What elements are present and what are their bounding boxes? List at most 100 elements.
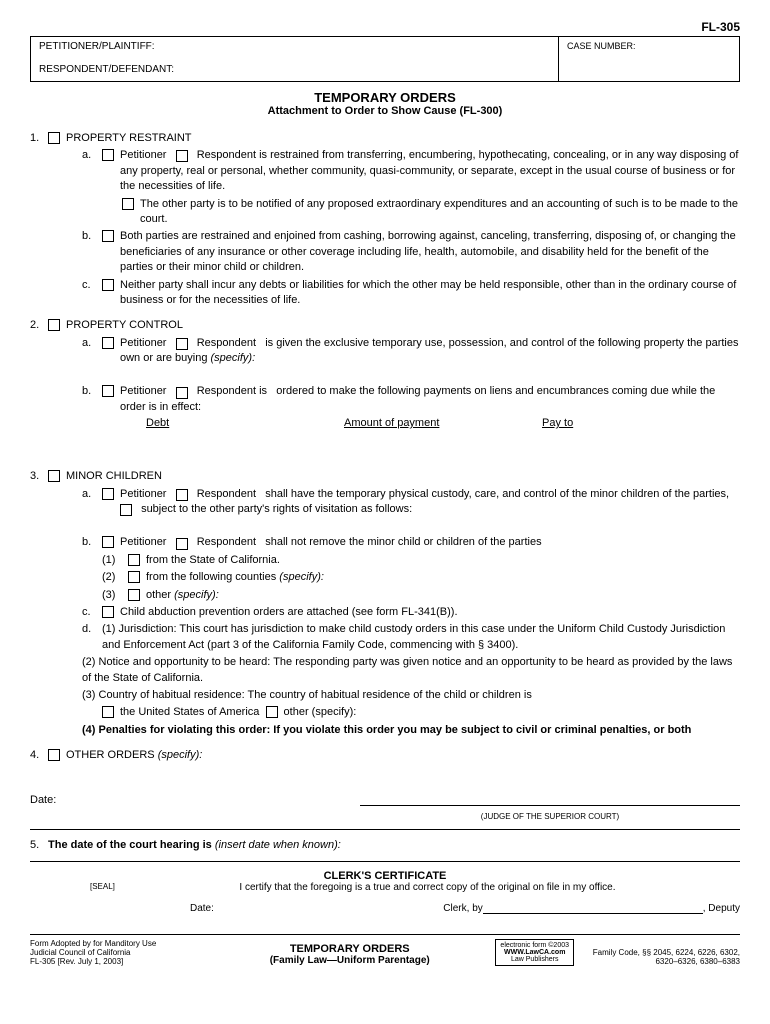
text-3d-j3: (3) Country of habitual residence: The c… (82, 688, 740, 703)
checkbox-3b3[interactable] (128, 589, 140, 601)
clerk-title: CLERK'S CERTIFICATE (30, 870, 740, 882)
page-subtitle: Attachment to Order to Show Cause (FL-30… (30, 105, 740, 117)
checkbox-3b-respondent[interactable] (176, 538, 188, 550)
text-3b1: from the State of California. (146, 553, 740, 568)
text-3a-1: shall have the temporary physical custod… (265, 488, 729, 500)
checkbox-3c[interactable] (102, 606, 114, 618)
checkbox-2a-respondent[interactable] (176, 338, 188, 350)
checkbox-property-restraint[interactable] (48, 132, 60, 144)
checkbox-3b2[interactable] (128, 571, 140, 583)
text-3b2-specify: (specify): (279, 571, 324, 583)
checkbox-property-control[interactable] (48, 319, 60, 331)
text-1c: Neither party shall incur any debts or l… (120, 278, 740, 309)
case-number-label: CASE NUMBER: (567, 41, 731, 51)
text-3b: shall not remove the minor child or chil… (265, 536, 541, 548)
text-3b3-specify: (specify): (174, 589, 219, 601)
checkbox-2b-petitioner[interactable] (102, 385, 114, 397)
label-2a-respondent: Respondent (197, 337, 256, 349)
clerk-certify: I certify that the foregoing is a true a… (115, 882, 740, 893)
respondent-label: RESPONDENT/DEFENDANT: (39, 64, 550, 75)
section-4-title: OTHER ORDERS (66, 749, 155, 761)
label-2a-petitioner: Petitioner (120, 337, 166, 349)
item-3b-letter: b. (82, 535, 102, 550)
checkbox-2b-respondent[interactable] (176, 387, 188, 399)
text-1a: Respondent is restrained from transferri… (120, 149, 738, 192)
footer-adopted-1: Form Adopted by for Manditory Use (30, 939, 210, 948)
judge-signature-line[interactable] (360, 794, 740, 806)
section-property-restraint: 1. PROPERTY RESTRAINT a. Petitioner Resp… (30, 131, 740, 308)
footer-title-2: (Family Law—Uniform Parentage) (210, 955, 489, 966)
item-1b-letter: b. (82, 229, 102, 244)
clerk-deputy-label: , Deputy (703, 903, 740, 914)
section-1-number: 1. (30, 131, 48, 146)
checkbox-3b1[interactable] (128, 554, 140, 566)
checkbox-minor-children[interactable] (48, 470, 60, 482)
text-3c: Child abduction prevention orders are at… (120, 605, 740, 620)
section-2-number: 2. (30, 318, 48, 333)
header-box: PETITIONER/PLAINTIFF: RESPONDENT/DEFENDA… (30, 36, 740, 82)
checkbox-3b-petitioner[interactable] (102, 536, 114, 548)
label-2b-petitioner: Petitioner (120, 385, 166, 397)
checkbox-1a-respondent[interactable] (176, 150, 188, 162)
text-3d-usa: the United States of America (120, 705, 259, 720)
clerk-by-label: Clerk, by (443, 903, 482, 914)
text-3d-j4: (4) Penalties for violating this order: … (82, 723, 740, 738)
item-1c-letter: c. (82, 278, 102, 293)
footer-adopted-3: FL-305 [Rev. July 1, 2003] (30, 957, 210, 966)
form-number: FL-305 (30, 20, 740, 34)
item-3b1-num: (1) (102, 553, 128, 568)
label-1a-petitioner: Petitioner (120, 149, 166, 161)
checkbox-1a-petitioner[interactable] (102, 149, 114, 161)
label-3b-respondent: Respondent (197, 536, 256, 548)
section-4-number: 4. (30, 748, 48, 763)
judge-caption: (JUDGE OF THE SUPERIOR COURT) (360, 812, 740, 821)
text-2a-specify: (specify): (211, 352, 256, 364)
section-3-number: 3. (30, 469, 48, 484)
petitioner-label: PETITIONER/PLAINTIFF: (39, 41, 550, 52)
text-3b2: from the following counties (146, 571, 276, 583)
text-3b3: other (146, 589, 171, 601)
checkbox-1a-notify[interactable] (122, 198, 134, 210)
item-3b2-num: (2) (102, 570, 128, 585)
col-debt: Debt (146, 417, 344, 429)
label-3b-petitioner: Petitioner (120, 536, 166, 548)
text-3d-j2: (2) Notice and opportunity to be heard: … (82, 655, 740, 686)
section-4-specify: (specify): (158, 749, 203, 761)
item-2a-letter: a. (82, 336, 102, 351)
footer-code-1: Family Code, §§ 2045, 6224, 6226, 6302, (580, 948, 740, 957)
checkbox-1c[interactable] (102, 279, 114, 291)
checkbox-2a-petitioner[interactable] (102, 337, 114, 349)
footer-adopted-2: Judicial Council of California (30, 948, 210, 957)
checkbox-3d-other[interactable] (266, 706, 278, 718)
clerk-date-label: Date: (190, 903, 214, 914)
date-label: Date: (30, 794, 80, 806)
section-other-orders: 4. OTHER ORDERS (specify): (30, 748, 740, 763)
checkbox-other-orders[interactable] (48, 749, 60, 761)
footer-code-2: 6320–6326, 6380–6383 (580, 957, 740, 966)
label-2b-respondent: Respondent is (197, 385, 267, 397)
page-title: TEMPORARY ORDERS (30, 90, 740, 105)
section-2-title: PROPERTY CONTROL (66, 318, 183, 333)
item-3a-letter: a. (82, 487, 102, 502)
section-property-control: 2. PROPERTY CONTROL a. Petitioner Respon… (30, 318, 740, 429)
text-1a-notify: The other party is to be notified of any… (140, 197, 740, 228)
col-amount: Amount of payment (344, 417, 542, 429)
item-3c-letter: c. (82, 605, 102, 620)
item-3d-letter: d. (82, 622, 102, 637)
text-3d-other: other (specify): (284, 705, 357, 720)
footer-publisher-box: electronic form ©2003 WWW.LawCA.com Law … (495, 939, 574, 966)
clerk-signature-line[interactable] (483, 903, 703, 914)
text-1b: Both parties are restrained and enjoined… (120, 229, 740, 275)
checkbox-1b[interactable] (102, 230, 114, 242)
checkbox-3a-subject[interactable] (120, 504, 132, 516)
text-3a-2: subject to the other party's rights of v… (141, 503, 412, 515)
checkbox-3d-usa[interactable] (102, 706, 114, 718)
item-2b-letter: b. (82, 384, 102, 399)
checkbox-3a-petitioner[interactable] (102, 488, 114, 500)
label-3a-respondent: Respondent (197, 488, 256, 500)
label-3a-petitioner: Petitioner (120, 488, 166, 500)
footer: Form Adopted by for Manditory Use Judici… (30, 934, 740, 966)
checkbox-3a-respondent[interactable] (176, 489, 188, 501)
section-3-title: MINOR CHILDREN (66, 469, 162, 484)
section-1-title: PROPERTY RESTRAINT (66, 131, 192, 146)
